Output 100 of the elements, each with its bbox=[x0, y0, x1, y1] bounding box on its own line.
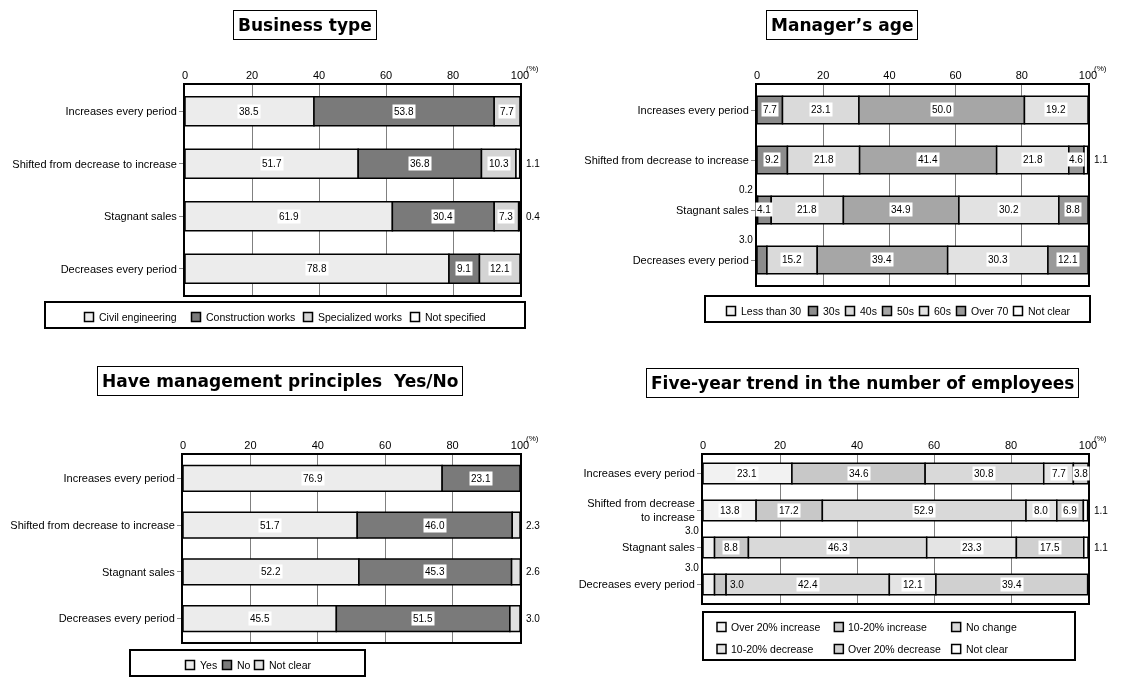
x-tick-label: 20 bbox=[773, 438, 787, 451]
data-label: 4.1 bbox=[757, 204, 772, 215]
data-label: 41.4 bbox=[918, 154, 938, 165]
data-label: 76.9 bbox=[303, 473, 323, 484]
y-tick-label: Shifted from decrease to increase bbox=[10, 518, 175, 531]
data-label: 30.4 bbox=[433, 211, 453, 222]
x-tick-label: 0 bbox=[181, 68, 189, 81]
data-label: 9.1 bbox=[457, 263, 472, 274]
legend-label: Not clear bbox=[269, 659, 312, 671]
legend-label: Construction works bbox=[206, 311, 296, 323]
x-tick-label: 80 bbox=[446, 68, 460, 81]
legend-label: No bbox=[237, 659, 251, 671]
legend-label: Civil engineering bbox=[99, 311, 177, 323]
data-label: 53.8 bbox=[394, 106, 414, 117]
legend-label: 60s bbox=[934, 305, 951, 317]
data-label: 50.0 bbox=[932, 104, 952, 115]
legend-label: No change bbox=[966, 621, 1017, 633]
data-label: 9.2 bbox=[765, 154, 780, 165]
legend-label: Not clear bbox=[1028, 305, 1071, 317]
data-label: 10.3 bbox=[489, 158, 509, 169]
y-tick-label: Increases every period bbox=[63, 472, 175, 485]
data-label: 0.2 bbox=[739, 184, 754, 195]
y-tick-label: Stagnant sales bbox=[622, 541, 696, 554]
y-tick-label: Stagnant sales bbox=[676, 203, 750, 216]
chart-title: Five-year trend in the number of employees bbox=[651, 373, 1075, 393]
x-tick-label: 60 bbox=[949, 68, 962, 81]
data-label: 2.6 bbox=[526, 566, 541, 577]
data-label: 6.9 bbox=[1063, 505, 1078, 516]
data-label: 45.3 bbox=[425, 566, 445, 577]
x-tick-label: 20 bbox=[817, 68, 830, 81]
data-label: 52.2 bbox=[261, 566, 281, 577]
x-tick-label: 60 bbox=[379, 68, 393, 81]
data-label: 1.1 bbox=[1094, 154, 1109, 165]
data-label: 13.8 bbox=[720, 505, 740, 516]
data-label: 30.3 bbox=[988, 254, 1008, 265]
data-label: 45.5 bbox=[250, 613, 270, 624]
y-tick-label: Stagnant sales bbox=[102, 565, 176, 578]
data-label: 46.0 bbox=[425, 520, 445, 531]
legend-label: 40s bbox=[860, 305, 877, 317]
legend-label: 10-20% decrease bbox=[731, 643, 814, 655]
data-label: 8.8 bbox=[724, 542, 739, 553]
data-label: 3.8 bbox=[1074, 468, 1089, 479]
data-label: 21.8 bbox=[814, 154, 834, 165]
x-axis-title: (%) bbox=[526, 64, 539, 73]
y-tick-label: Decreases every period bbox=[58, 612, 175, 625]
y-tick-label: Increases every period bbox=[583, 467, 695, 480]
data-label: 30.8 bbox=[974, 468, 994, 479]
legend-label: Specialized works bbox=[318, 311, 403, 323]
legend-label: 10-20% increase bbox=[848, 621, 927, 633]
data-label: 3.0 bbox=[685, 562, 700, 573]
y-tick-label: Shifted from decrease to increase bbox=[584, 153, 749, 166]
x-tick-label: 0 bbox=[753, 68, 761, 81]
data-label: 4.6 bbox=[1069, 154, 1084, 165]
x-tick-label: 60 bbox=[927, 438, 941, 451]
data-label: 34.9 bbox=[891, 204, 911, 215]
y-tick-label: Shifted from decrease to increase bbox=[12, 157, 177, 170]
data-label: 1.1 bbox=[1094, 505, 1109, 516]
data-label: 39.4 bbox=[872, 254, 892, 265]
y-tick-label: Decreases every period bbox=[632, 253, 749, 266]
data-label: 36.8 bbox=[410, 158, 430, 169]
x-axis-title: (%) bbox=[1094, 64, 1107, 73]
x-tick-label: 20 bbox=[245, 68, 259, 81]
chart-title: Have management principles Yes/No bbox=[102, 371, 459, 391]
data-label: 2.3 bbox=[526, 520, 541, 531]
data-label: 42.4 bbox=[798, 579, 818, 590]
x-tick-label: 0 bbox=[699, 438, 707, 451]
chart-title: Manager’s age bbox=[771, 15, 914, 35]
x-tick-label: 40 bbox=[311, 438, 324, 451]
data-label: 23.1 bbox=[737, 468, 757, 479]
data-label: 51.5 bbox=[413, 613, 433, 624]
data-label: 0.4 bbox=[526, 211, 541, 222]
data-label: 3.0 bbox=[739, 234, 754, 245]
data-label: 1.1 bbox=[1094, 542, 1109, 553]
y-tick-label: Increases every period bbox=[65, 105, 177, 118]
data-label: 51.7 bbox=[262, 158, 282, 169]
x-tick-label: 40 bbox=[850, 438, 864, 451]
x-tick-label: 0 bbox=[179, 438, 187, 451]
data-label: 19.2 bbox=[1046, 104, 1066, 115]
legend-label: Over 70 bbox=[971, 305, 1009, 317]
data-label: 7.3 bbox=[499, 211, 514, 222]
y-tick-label: Increases every period bbox=[637, 103, 749, 116]
data-label: 38.5 bbox=[239, 106, 259, 117]
data-label: 21.8 bbox=[1023, 154, 1043, 165]
data-label: 17.5 bbox=[1040, 542, 1060, 553]
legend-label: 30s bbox=[823, 305, 840, 317]
data-label: 23.1 bbox=[811, 104, 831, 115]
data-label: 3.0 bbox=[730, 579, 745, 590]
data-label: 34.6 bbox=[849, 468, 869, 479]
data-label: 52.9 bbox=[914, 505, 934, 516]
data-label: 8.8 bbox=[1066, 204, 1081, 215]
data-label: 3.0 bbox=[685, 525, 700, 536]
data-label: 39.4 bbox=[1002, 579, 1022, 590]
data-label: 15.2 bbox=[782, 254, 802, 265]
legend-label: Over 20% decrease bbox=[848, 643, 941, 655]
data-label: 61.9 bbox=[279, 211, 299, 222]
x-tick-label: 40 bbox=[883, 68, 896, 81]
data-label: 12.1 bbox=[903, 579, 923, 590]
legend-label: Not specified bbox=[425, 311, 486, 323]
data-label: 17.2 bbox=[779, 505, 799, 516]
x-axis-title: (%) bbox=[1094, 434, 1107, 443]
